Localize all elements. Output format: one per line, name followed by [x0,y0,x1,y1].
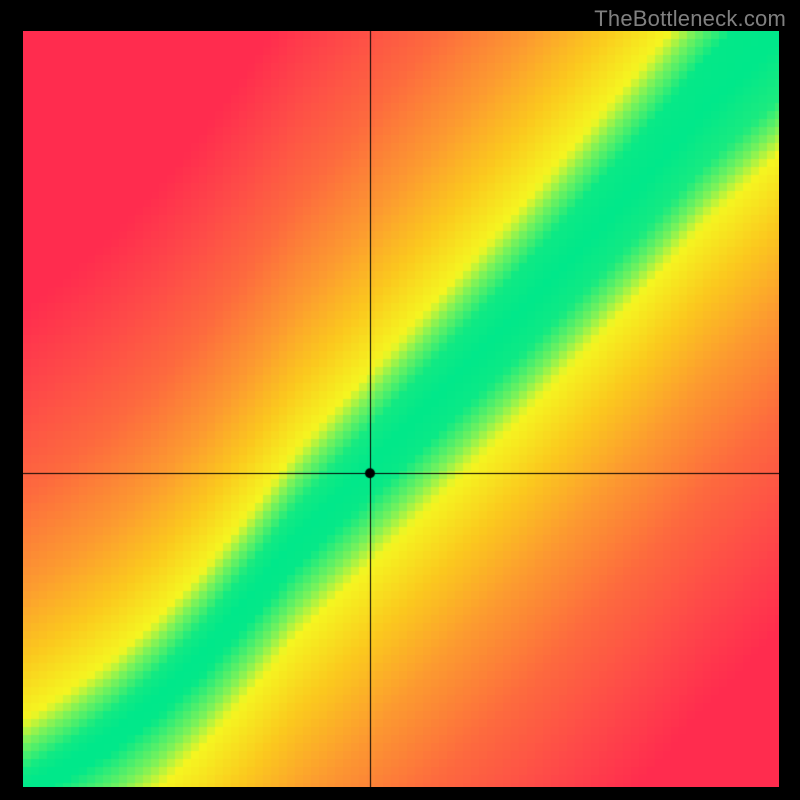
watermark-text: TheBottleneck.com [594,6,786,32]
chart-container: TheBottleneck.com [0,0,800,800]
bottleneck-heatmap [23,31,779,787]
